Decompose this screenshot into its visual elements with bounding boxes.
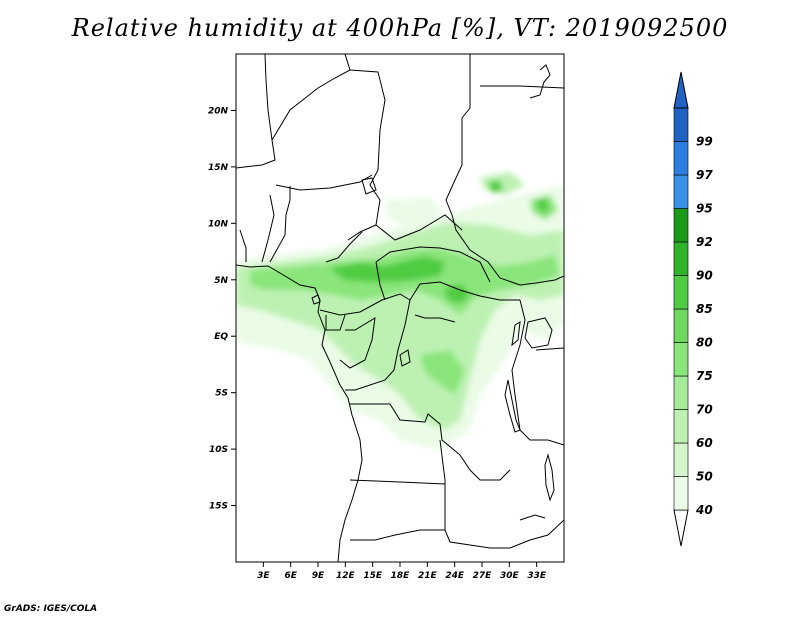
- colorbar-label: 80: [696, 336, 713, 350]
- credit-label: GrADS: IGES/COLA: [4, 604, 98, 614]
- lat-tick-label: 15S: [209, 502, 228, 512]
- border-14: [345, 299, 411, 391]
- border-21: [535, 347, 564, 351]
- colorbar-label: 95: [696, 202, 713, 216]
- colorbar-segment: [673, 476, 689, 511]
- latitude-axis: 20N 15N 10N 5N EQ 5S 10S 15S: [208, 106, 236, 512]
- colorbar: 40 50 60 70 75 80 85 90 92 95 97 99: [673, 71, 713, 547]
- lake-tanganyika: [504, 379, 521, 433]
- humidity-area-80: [250, 248, 560, 315]
- border-22: [269, 186, 291, 263]
- border-11: [375, 261, 386, 301]
- colorbar-segment: [673, 107, 689, 142]
- colorbar-label: 40: [695, 503, 713, 517]
- humidity-area-60b: [480, 172, 525, 195]
- lat-tick-label: 10N: [208, 219, 229, 229]
- border-16: [439, 439, 564, 549]
- border-23: [239, 229, 247, 262]
- lake-malawi: [544, 453, 555, 502]
- border-7: [261, 194, 275, 263]
- lat-tick-label: 15N: [208, 163, 229, 173]
- colorbar-label: 70: [696, 403, 713, 417]
- humidity-area-90: [330, 256, 445, 282]
- lon-tick-label: 9E: [312, 571, 325, 581]
- red-sea-coast: [529, 64, 551, 99]
- river-congo-2: [399, 349, 411, 367]
- colorbar-segment: [673, 208, 689, 243]
- lat-tick-label: 20N: [208, 106, 229, 116]
- border-17: [349, 479, 446, 485]
- humidity-area-40b: [385, 198, 445, 226]
- lon-tick-label: 12E: [336, 571, 356, 581]
- colorbar-segment: [673, 241, 689, 276]
- humidity-area-90b: [445, 284, 470, 304]
- colorbar-below-arrow: [673, 509, 689, 547]
- border-18: [350, 529, 445, 541]
- lon-tick-label: 33E: [527, 571, 547, 581]
- border-15: [350, 403, 511, 481]
- lon-tick-label: 6E: [284, 571, 297, 581]
- colorbar-segment: [673, 409, 689, 444]
- colorbar-label: 50: [696, 470, 713, 484]
- longitude-axis: 3E 6E 9E 12E 15E 18E 21E 24E 27E 30E 33E: [257, 562, 547, 581]
- border-19: [511, 299, 564, 446]
- lon-tick-label: 21E: [418, 571, 438, 581]
- border-4: [445, 54, 564, 286]
- lon-tick-label: 18E: [391, 571, 411, 581]
- lon-tick-label: 15E: [363, 571, 383, 581]
- colorbar-segment: [673, 174, 689, 209]
- lake-victoria: [524, 317, 553, 349]
- lake-kariba: [519, 514, 546, 521]
- lon-tick-label: 27E: [473, 571, 493, 581]
- colorbar-segment: [673, 275, 689, 310]
- border-9: [375, 246, 491, 283]
- colorbar-above-arrow: [673, 71, 689, 109]
- humidity-shading: [236, 172, 564, 450]
- humidity-area-80b: [420, 350, 465, 395]
- border-10: [319, 281, 520, 316]
- bioko: [311, 294, 321, 305]
- border-20: [480, 85, 564, 89]
- colorbar-label: 99: [696, 135, 713, 149]
- border-12: [325, 314, 346, 331]
- colorbar-segment: [673, 442, 689, 477]
- colorbar-label: 90: [696, 269, 713, 283]
- lat-tick-label: EQ: [214, 332, 228, 342]
- border-1: [236, 54, 276, 169]
- colorbar-segment: [673, 308, 689, 343]
- humidity-area-90c: [488, 180, 503, 193]
- colorbar-label: 85: [696, 302, 713, 316]
- border-13: [339, 317, 376, 369]
- lake-chad: [361, 177, 377, 195]
- border-2: [271, 54, 351, 141]
- lon-tick-label: 30E: [500, 571, 520, 581]
- colorbar-segment: [673, 342, 689, 377]
- coastline-west: [236, 264, 363, 562]
- lake-albert: [511, 321, 521, 347]
- border-3: [347, 69, 386, 241]
- border-8: [325, 231, 363, 263]
- river-congo-1: [414, 314, 456, 323]
- colorbar-label: 60: [696, 436, 713, 450]
- lat-tick-label: 5N: [214, 276, 228, 286]
- colorbar-segment: [673, 375, 689, 410]
- colorbar-label: 75: [696, 369, 713, 383]
- colorbar-label: 97: [696, 168, 713, 182]
- map-boundaries: [236, 54, 564, 562]
- lon-tick-label: 3E: [257, 571, 270, 581]
- lon-tick-label: 24E: [445, 571, 465, 581]
- colorbar-label: 92: [696, 235, 713, 249]
- lat-tick-label: 10S: [209, 445, 228, 455]
- humidity-area-90d: [536, 198, 549, 212]
- border-5: [375, 214, 463, 241]
- map-title: Relative humidity at 400hPa [%], VT: 201…: [71, 14, 729, 42]
- colorbar-segment: [673, 141, 689, 176]
- lat-tick-label: 5S: [215, 389, 228, 399]
